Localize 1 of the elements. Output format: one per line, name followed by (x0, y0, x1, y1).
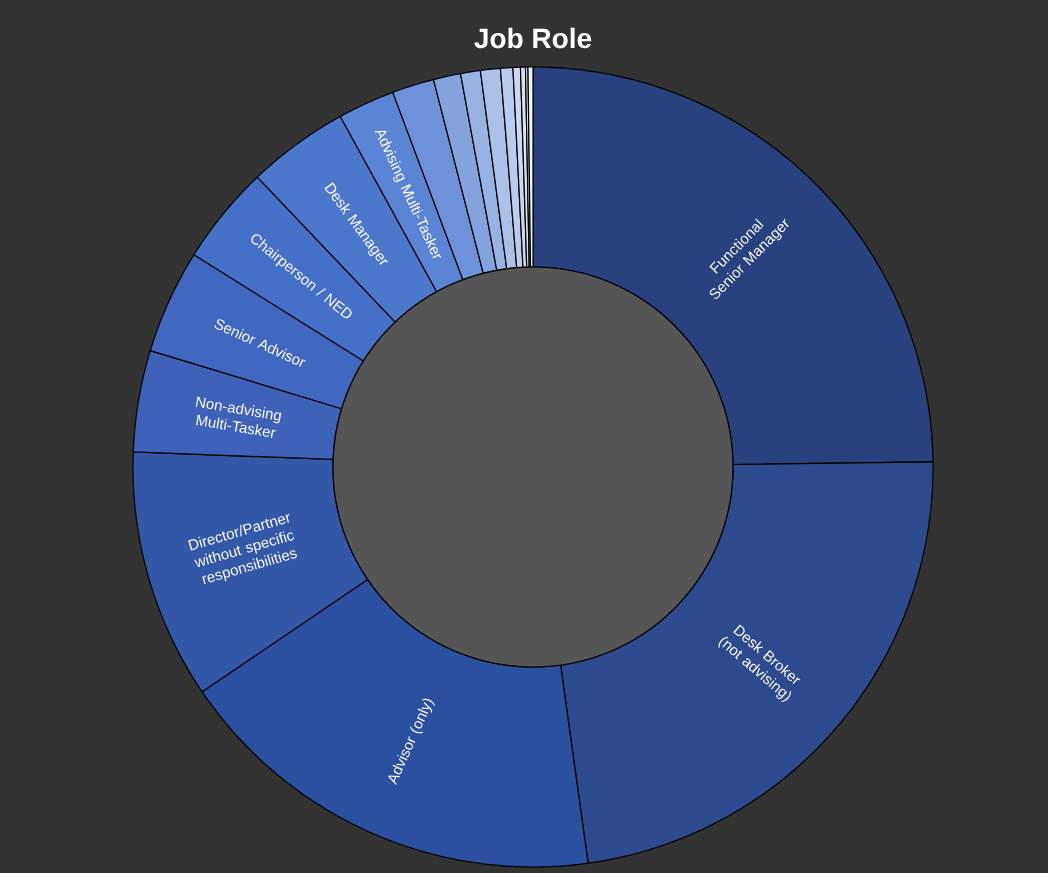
chart-title: Job Role (474, 27, 592, 49)
